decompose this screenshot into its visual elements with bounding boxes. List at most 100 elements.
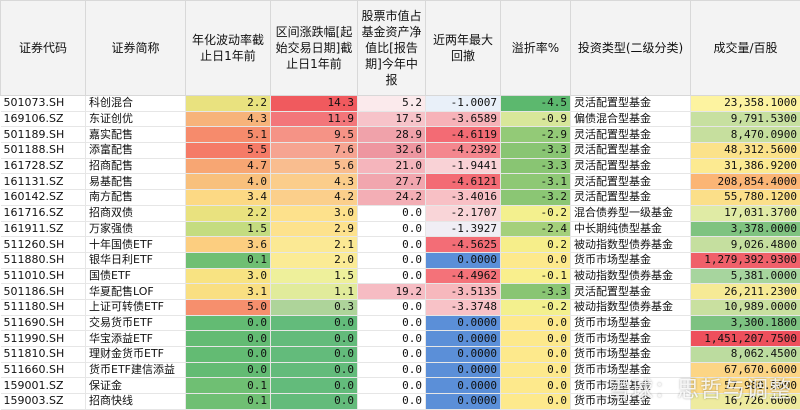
cell-volume: 5,381.0000 [690,268,800,285]
cell-volatility: 2.2 [185,205,271,222]
cell-change: 2.0 [270,252,358,269]
cell-code: 159003.SZ [0,393,86,410]
cell-type: 货币市场型基金 [570,393,691,410]
table-row[interactable]: 511690.SH 交易货币ETF 0.0 0.0 0.0 0.0000 0.0 货币市场型基… [0,315,800,332]
cell-premium: 0.0 [500,377,571,395]
cell-premium: -0.2 [500,299,571,316]
header-stock-ratio[interactable]: 股票市值占基金资产净值比[报告期]今年中报 [357,0,426,96]
cell-code: 161716.SZ [0,205,86,222]
cell-stock-ratio: 0.0 [357,252,426,269]
cell-volume: 31,386.9200 [690,158,800,175]
cell-change: 0.0 [270,393,358,410]
table-row[interactable]: 511880.SH 银华日利ETF 0.1 2.0 0.0 0.0000 0.0 货币市场型基… [0,252,800,269]
cell-stock-ratio: 19.2 [357,283,426,300]
table-row[interactable]: 161716.SZ 招商双债 2.2 3.0 0.0 -2.1707 -0.2 混合债券型一级… [0,205,800,222]
cell-stock-ratio: 0.0 [357,268,426,285]
table-row[interactable]: 511660.SH 货币ETF建信添益 0.0 0.0 0.0 0.0000 0.0 货币市场… [0,362,800,379]
cell-volume: 10,989.0000 [690,299,800,316]
cell-name: 交易货币ETF [85,315,186,332]
table-row[interactable]: 159001.SZ 保证金 0.1 0.0 0.0 0.0000 0.0 货币市场型基金 57,… [0,377,800,395]
cell-type: 灵活配置型基金 [570,142,691,159]
cell-drawdown: -1.0007 [425,95,501,112]
cell-drawdown: -4.4962 [425,268,501,285]
cell-code: 511880.SH [0,252,86,269]
cell-volatility: 0.0 [185,315,271,332]
table-row[interactable]: 501186.SH 华夏配售LOF 3.1 1.1 19.2 -3.5135 -3.3 灵活配… [0,283,800,300]
header-name[interactable]: 证券简称 [85,0,186,96]
table-row[interactable]: 501189.SH 嘉实配售 5.1 9.5 28.9 -4.6119 -2.9 灵活配置型基… [0,126,800,144]
table-row[interactable]: 161131.SZ 易基配售 4.0 4.3 27.7 -4.6121 -3.1 灵活配置型基… [0,173,800,191]
cell-type: 货币市场型基金 [570,315,691,332]
cell-drawdown: -3.4016 [425,189,501,206]
cell-stock-ratio: 21.0 [357,158,426,175]
cell-premium: -0.2 [500,205,571,222]
cell-drawdown: 0.0000 [425,330,501,347]
cell-name: 招商快线 [85,393,186,410]
cell-type: 混合债券型一级基金 [570,205,691,222]
cell-drawdown: 0.0000 [425,393,501,410]
cell-premium: 0.0 [500,362,571,379]
table-row[interactable]: 501073.SH 科创混合 2.2 14.3 5.2 -1.0007 -4.5 灵活配置型基… [0,95,800,112]
header-volatility[interactable]: 年化波动率截止日1年前 [185,0,271,96]
header-volume[interactable]: 成交量/百股 [690,0,800,96]
cell-drawdown: -4.5625 [425,236,501,253]
cell-premium: -3.3 [500,142,571,159]
cell-volatility: 0.0 [185,330,271,347]
cell-stock-ratio: 0.0 [357,221,426,238]
cell-volatility: 0.1 [185,393,271,410]
cell-premium: -3.3 [500,283,571,300]
cell-change: 4.2 [270,189,358,206]
table-row[interactable]: 160142.SZ 南方配售 3.4 4.2 24.2 -3.4016 -3.2 灵活配置型基… [0,189,800,206]
cell-type: 灵活配置型基金 [570,173,691,191]
cell-premium: -3.1 [500,173,571,191]
table-row[interactable]: 161728.SZ 招商配售 4.7 5.6 21.0 -1.9441 -3.3 灵活配置型基… [0,158,800,175]
cell-name: 华夏配售LOF [85,283,186,300]
table-row[interactable]: 511810.SH 理财金货币ETF 0.0 0.0 0.0 0.0000 0.0 货币市场型… [0,346,800,363]
cell-type: 灵活配置型基金 [570,95,691,112]
header-code[interactable]: 证券代码 [0,0,86,96]
cell-drawdown: -4.6119 [425,126,501,144]
cell-drawdown: 0.0000 [425,315,501,332]
header-change[interactable]: 区间涨跌幅[起始交易日期]截止日1年前 [270,0,358,96]
table-row[interactable]: 169106.SZ 东证创优 4.3 11.9 17.5 -3.6589 -0.9 偏债混合型… [0,111,800,128]
cell-name: 易基配售 [85,173,186,191]
cell-volume: 3,378.0000 [690,221,800,238]
table-row[interactable]: 159003.SZ 招商快线 0.1 0.0 0.0 0.0000 0.0 货币市场型基金 16… [0,393,800,410]
cell-name: 科创混合 [85,95,186,112]
cell-change: 14.3 [270,95,358,112]
table-row[interactable]: 161911.SZ 万家强债 1.5 2.9 0.0 -1.3927 -2.4 中长期纯债型基… [0,221,800,238]
table-row[interactable]: 511990.SH 华宝添益ETF 0.0 0.0 0.0 0.0000 0.0 货币市场型基… [0,330,800,347]
cell-code: 501186.SH [0,283,86,300]
table-row[interactable]: 511010.SH 国债ETF 3.0 1.5 0.0 -4.4962 -0.1 被动指数型债… [0,268,800,285]
cell-volatility: 3.1 [185,283,271,300]
cell-premium: -2.4 [500,221,571,238]
cell-volatility: 1.5 [185,221,271,238]
cell-code: 160142.SZ [0,189,86,206]
cell-premium: -4.5 [500,95,571,112]
cell-type: 灵活配置型基金 [570,158,691,175]
cell-premium: -3.2 [500,189,571,206]
table-row[interactable]: 511260.SH 十年国债ETF 3.6 2.1 0.0 -4.5625 0.2 被动指数型… [0,236,800,253]
cell-premium: 0.0 [500,252,571,269]
cell-drawdown: 0.0000 [425,252,501,269]
cell-code: 161131.SZ [0,173,86,191]
cell-stock-ratio: 0.0 [357,346,426,363]
cell-premium: 0.0 [500,330,571,347]
cell-volatility: 0.1 [185,252,271,269]
cell-drawdown: -2.1707 [425,205,501,222]
cell-volatility: 5.1 [185,126,271,144]
header-premium[interactable]: 溢折率% [500,0,571,96]
cell-name: 保证金 [85,377,186,395]
cell-volume: 26,211.2300 [690,283,800,300]
table-row[interactable]: 501188.SH 添富配售 5.5 7.6 32.6 -4.2392 -3.3 灵活配置型基… [0,142,800,159]
header-type[interactable]: 投资类型(二级分类) [570,0,691,96]
cell-change: 0.0 [270,362,358,379]
cell-volume: 57,980.8000 [690,377,800,395]
table-row[interactable]: 511180.SH 上证可转债ETF 5.0 0.3 0.0 -3.3748 -0.2 被动指… [0,299,800,316]
header-drawdown[interactable]: 近两年最大回撤 [425,0,501,96]
cell-stock-ratio: 27.7 [357,173,426,191]
cell-volatility: 4.3 [185,111,271,128]
cell-code: 169106.SZ [0,111,86,128]
cell-name: 国债ETF [85,268,186,285]
cell-volume: 16,726.6000 [690,393,800,410]
